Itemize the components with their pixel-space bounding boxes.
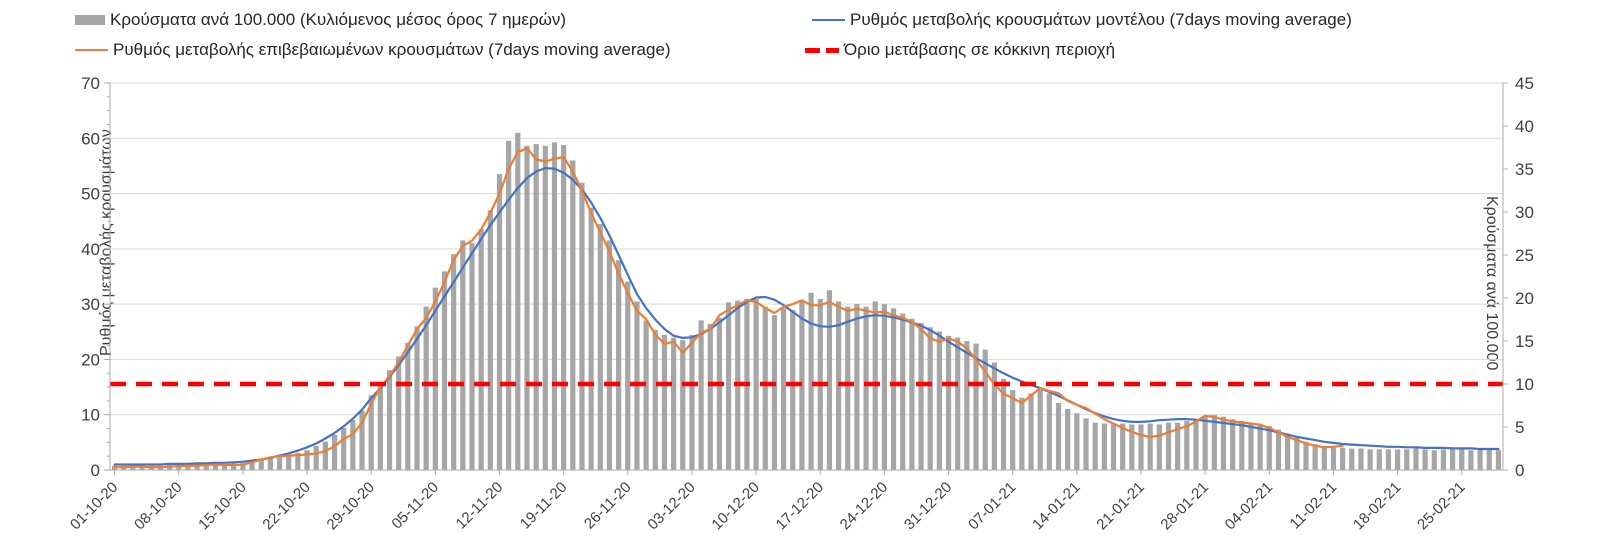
legend-label-cases-per-100k: Κρούσματα ανά 100.000 (Κυλιόμενος μέσος … [110, 10, 567, 29]
legend-label-confirmed-rate: Ρυθμός μεταβολής επιβεβαιωμένων κρουσμάτ… [113, 40, 671, 59]
svg-text:22-10-20: 22-10-20 [259, 479, 313, 533]
svg-text:10: 10 [1515, 375, 1534, 394]
svg-text:15-10-20: 15-10-20 [195, 479, 249, 533]
svg-text:10-12-20: 10-12-20 [708, 479, 762, 533]
legend-item-confirmed-rate: Ρυθμός μεταβολής επιβεβαιωμένων κρουσμάτ… [75, 40, 671, 60]
svg-text:5: 5 [1515, 418, 1524, 437]
svg-text:11-02-21: 11-02-21 [1287, 479, 1341, 533]
svg-text:45: 45 [1515, 74, 1534, 93]
red-dash-swatch-icon [805, 47, 839, 53]
svg-text:20: 20 [81, 350, 100, 369]
legend-item-red-threshold: Όριο μετάβασης σε κόκκινη περιοχή [805, 40, 1115, 60]
svg-text:14-01-21: 14-01-21 [1029, 479, 1083, 533]
svg-text:70: 70 [81, 74, 100, 93]
svg-text:15: 15 [1515, 332, 1534, 351]
svg-text:03-12-20: 03-12-20 [644, 479, 698, 533]
svg-text:17-12-20: 17-12-20 [773, 479, 827, 533]
svg-text:40: 40 [81, 240, 100, 259]
svg-text:50: 50 [81, 185, 100, 204]
svg-text:19-11-20: 19-11-20 [517, 479, 571, 533]
svg-text:12-11-20: 12-11-20 [453, 479, 507, 533]
svg-text:31-12-20: 31-12-20 [901, 479, 955, 533]
svg-text:60: 60 [81, 129, 100, 148]
svg-text:0: 0 [91, 461, 100, 480]
blue-line-swatch-icon [812, 18, 845, 22]
orange-line-swatch-icon [75, 48, 108, 52]
svg-text:25-02-21: 25-02-21 [1414, 479, 1468, 533]
svg-text:24-12-20: 24-12-20 [837, 479, 891, 533]
svg-text:04-02-21: 04-02-21 [1222, 479, 1276, 533]
svg-text:40: 40 [1515, 117, 1534, 136]
svg-text:30: 30 [1515, 203, 1534, 222]
svg-text:07-01-21: 07-01-21 [965, 479, 1019, 533]
svg-text:18-02-21: 18-02-21 [1350, 479, 1404, 533]
svg-text:30: 30 [81, 295, 100, 314]
legend-label-red-threshold: Όριο μετάβασης σε κόκκινη περιοχή [844, 40, 1116, 59]
legend-label-model-rate: Ρυθμός μεταβολής κρουσμάτων μοντέλου (7d… [850, 10, 1352, 29]
legend-item-model-rate: Ρυθμός μεταβολής κρουσμάτων μοντέλου (7d… [812, 10, 1352, 30]
svg-text:0: 0 [1515, 461, 1524, 480]
legend-item-cases-per-100k: Κρούσματα ανά 100.000 (Κυλιόμενος μέσος … [75, 10, 566, 30]
svg-text:29-10-20: 29-10-20 [324, 479, 378, 533]
svg-text:26-11-20: 26-11-20 [581, 479, 635, 533]
svg-text:08-10-20: 08-10-20 [131, 479, 185, 533]
svg-text:01-10-20: 01-10-20 [67, 479, 121, 533]
svg-text:05-11-20: 05-11-20 [388, 479, 442, 533]
svg-text:10: 10 [81, 406, 100, 425]
svg-text:21-01-21: 21-01-21 [1093, 479, 1147, 533]
svg-text:25: 25 [1515, 246, 1534, 265]
svg-text:35: 35 [1515, 160, 1534, 179]
bar-swatch-icon [75, 15, 105, 25]
svg-text:20: 20 [1515, 289, 1534, 308]
svg-text:28-01-21: 28-01-21 [1158, 479, 1212, 533]
